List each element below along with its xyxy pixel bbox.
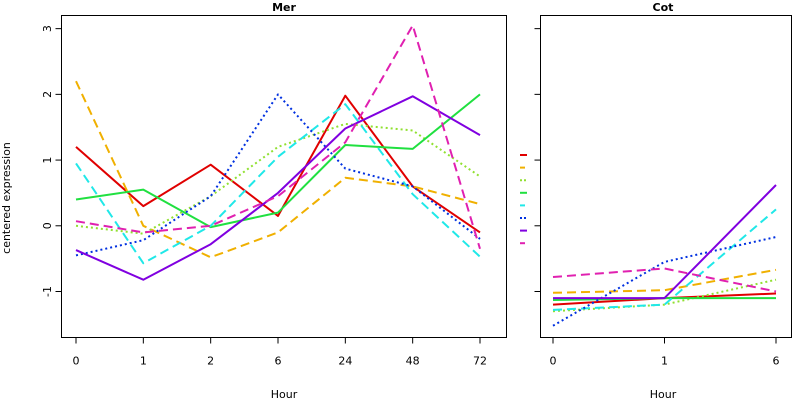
x-axis-label-cot: Hour: [650, 388, 677, 400]
series-line-3: [552, 278, 777, 313]
series-line-7: [75, 95, 481, 281]
y-tick-label: 0: [41, 222, 54, 229]
plot-frame-cot: [540, 15, 792, 338]
x-tick-label: 0: [73, 355, 80, 368]
panel-mer: Mer -1 0 1 2 3 0 1 2 6 24 48 72 Hour: [41, 1, 507, 400]
x-tick-label: 6: [275, 355, 282, 368]
y-tick-label: 1: [41, 157, 54, 164]
y-axis-cot: [534, 28, 541, 292]
series-line-2: [75, 80, 481, 259]
y-tick-label: -1: [41, 286, 54, 297]
series-line-6: [75, 93, 481, 257]
y-tick-label: 3: [41, 25, 54, 32]
series-line-7: [553, 184, 777, 300]
x-axis-cot: 0 1 6: [550, 337, 780, 368]
series-line-2: [552, 268, 777, 294]
x-axis-label-mer: Hour: [271, 388, 298, 400]
series-line-6: [552, 236, 777, 327]
lines-mer: [75, 24, 481, 281]
x-tick-label: 6: [773, 355, 780, 368]
x-tick-label: 0: [550, 355, 557, 368]
panel-title-mer: Mer: [272, 1, 296, 14]
x-tick-label: 2: [207, 355, 214, 368]
x-tick-label: 48: [406, 355, 420, 368]
series-line-3: [75, 122, 481, 235]
lines-cot: [552, 184, 777, 327]
panel-title-cot: Cot: [653, 1, 674, 14]
series-line-8: [552, 267, 777, 293]
x-tick-label: 72: [473, 355, 487, 368]
y-tick-label: 2: [41, 91, 54, 98]
x-tick-label: 1: [140, 355, 147, 368]
series-line-5: [75, 103, 481, 265]
plot-frame-mer: [61, 15, 507, 338]
y-axis-mer: -1 0 1 2 3: [41, 25, 62, 297]
x-axis-mer: 0 1 2 6 24 48 72: [73, 337, 487, 368]
series-line-4: [75, 93, 481, 229]
panel-cot: Cot 0 1 6 Hour: [534, 1, 792, 400]
x-tick-label: 1: [661, 355, 668, 368]
x-tick-label: 24: [338, 355, 352, 368]
legend-swatches: [520, 154, 527, 245]
y-axis-label: centered expression: [0, 142, 13, 254]
